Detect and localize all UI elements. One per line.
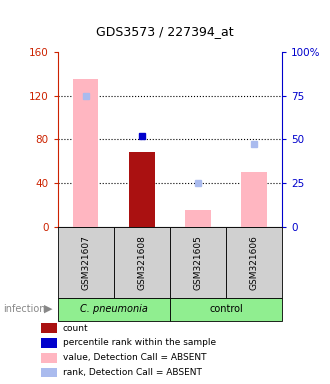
Bar (58, 298, 170, 321)
Text: infection: infection (3, 304, 46, 314)
Text: value, Detection Call = ABSENT: value, Detection Call = ABSENT (63, 353, 206, 362)
Text: GSM321607: GSM321607 (81, 235, 90, 290)
Bar (170, 227, 226, 298)
Text: GSM321605: GSM321605 (193, 235, 203, 290)
Bar (41, 368, 57, 377)
Text: rank, Detection Call = ABSENT: rank, Detection Call = ABSENT (63, 368, 202, 377)
Text: GSM321606: GSM321606 (249, 235, 259, 290)
Bar (58, 227, 114, 298)
Text: GDS3573 / 227394_at: GDS3573 / 227394_at (96, 25, 234, 38)
Bar (242, 172, 267, 227)
Bar (41, 353, 57, 362)
Bar (114, 227, 170, 298)
Text: control: control (209, 304, 243, 314)
Bar (73, 79, 98, 227)
Bar (170, 298, 282, 321)
Bar (41, 338, 57, 348)
Bar (129, 152, 154, 227)
Text: C. pneumonia: C. pneumonia (80, 304, 148, 314)
Text: percentile rank within the sample: percentile rank within the sample (63, 338, 216, 348)
Text: count: count (63, 324, 88, 333)
Text: ▶: ▶ (44, 304, 52, 314)
Bar (226, 227, 282, 298)
Bar (185, 210, 211, 227)
Bar (41, 323, 57, 333)
Text: GSM321608: GSM321608 (137, 235, 147, 290)
